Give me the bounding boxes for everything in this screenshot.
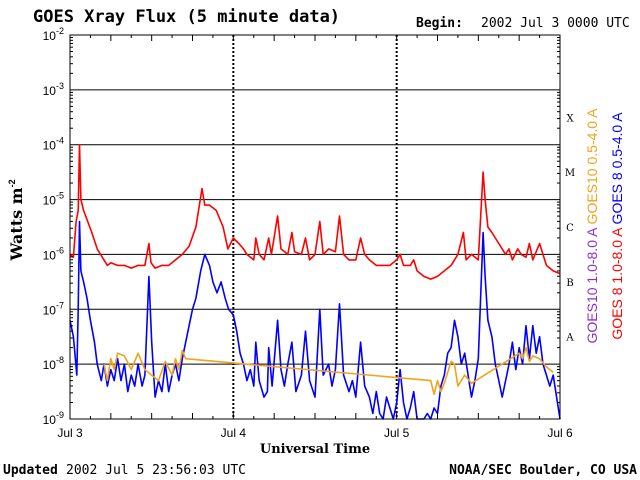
- y-tick-label: 10-8: [43, 355, 64, 372]
- flare-class-x: X: [566, 113, 574, 124]
- x-axis-label: Universal Time: [260, 442, 370, 457]
- x-tick-label: Jul 3: [57, 426, 83, 440]
- legend-text: GOES10 1.0-8.0 A GOES10 0.5-4.0 A: [584, 108, 600, 344]
- x-tick-label: Jul 5: [384, 426, 410, 440]
- y-axis-label: Watts m-2: [7, 179, 26, 261]
- svg-text:Watts m-2: Watts m-2: [7, 179, 26, 261]
- series-goes-8-0-5-4-0-a: [69, 220, 561, 420]
- flare-class-c: C: [566, 223, 574, 234]
- y-tick-label: 10-4: [43, 136, 64, 153]
- series-lines: [69, 143, 561, 420]
- begin-label: Begin:: [416, 16, 463, 31]
- flare-class-b: B: [566, 278, 573, 289]
- flare-class-a: A: [565, 333, 574, 344]
- y-axis-label-text: Watts m: [7, 187, 26, 261]
- plot-frame: [69, 34, 561, 420]
- y-tick-label: 10-6: [43, 245, 64, 262]
- flare-class-m: M: [565, 168, 575, 179]
- chart-title: GOES Xray Flux (5 minute data): [33, 7, 340, 27]
- legend-goes8: GOES 8 1.0-8.0 A GOES 8 0.5-4.0 A: [609, 112, 625, 340]
- legend-goes10: GOES10 1.0-8.0 A GOES10 0.5-4.0 A: [584, 108, 600, 344]
- y-tick-label: 10-9: [43, 410, 64, 427]
- updated-value: 2002 Jul 5 23:56:03 UTC: [66, 463, 246, 478]
- series-goes10-0-5-4-0-a: [103, 346, 554, 396]
- y-tick-label: 10-7: [43, 300, 64, 317]
- y-axis-label-sup: -2: [7, 179, 17, 187]
- updated-label: Updated: [3, 463, 58, 478]
- legend-text: GOES 8 1.0-8.0 A GOES 8 0.5-4.0 A: [609, 112, 625, 340]
- y-tick-label: 10-2: [43, 26, 64, 43]
- x-tick-label: Jul 4: [221, 426, 247, 440]
- y-tick-label: 10-3: [43, 81, 64, 98]
- y-tick-label: 10-5: [43, 191, 64, 208]
- legend-entry: GOES10 1.0-8.0 A: [584, 227, 600, 344]
- source-credit: NOAA/SEC Boulder, CO USA: [449, 463, 637, 478]
- series-goes-8-1-0-8-0-a: [69, 143, 561, 280]
- legend-entry: GOES10 0.5-4.0 A: [584, 108, 600, 229]
- begin-value: 2002 Jul 3 0000 UTC: [481, 16, 630, 31]
- x-tick-label: Jul 6: [547, 426, 573, 440]
- legend-entry: GOES 8 0.5-4.0 A: [609, 112, 625, 229]
- grid-lines: [70, 35, 560, 419]
- legend-entry: GOES 8 1.0-8.0 A: [609, 227, 625, 340]
